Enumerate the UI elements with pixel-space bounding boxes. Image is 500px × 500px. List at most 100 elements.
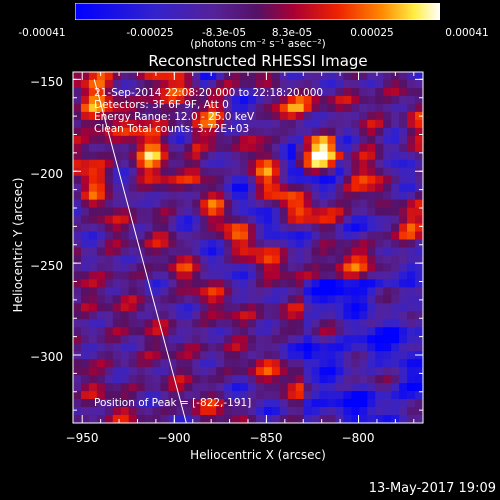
heatmap-cell (367, 343, 376, 352)
heatmap-cell (136, 87, 145, 97)
heatmap-cell (73, 175, 82, 185)
heatmap-cell (152, 167, 161, 177)
heatmap-cell (415, 359, 424, 368)
heatmap-cell (216, 151, 225, 161)
heatmap-cell (287, 383, 297, 392)
heatmap-cell (216, 255, 225, 264)
heatmap-cell (327, 215, 336, 224)
heatmap-cell (287, 127, 297, 137)
heatmap-cell (73, 287, 82, 296)
heatmap-cell (248, 119, 257, 129)
heatmap-cell (136, 407, 145, 416)
heatmap-cell (335, 87, 344, 97)
heatmap-cell (359, 151, 368, 161)
heatmap-cell (184, 199, 193, 209)
heatmap-cell (80, 367, 90, 376)
heatmap-cell (136, 79, 145, 89)
heatmap-cell (208, 231, 217, 240)
heatmap-cell (359, 183, 368, 193)
heatmap-cell (335, 263, 344, 272)
heatmap-cell (160, 319, 169, 328)
heatmap-cell (160, 263, 169, 272)
heatmap-cell (263, 335, 273, 344)
heatmap-cell (168, 247, 177, 256)
heatmap-cell (335, 343, 344, 352)
heatmap-cell (327, 279, 336, 288)
heatmap-cell (208, 279, 217, 288)
heatmap-cell (200, 335, 209, 344)
heatmap-cell (287, 271, 297, 280)
heatmap-cell (367, 359, 376, 368)
heatmap-cell (88, 72, 98, 81)
heatmap-cell (144, 335, 153, 344)
heatmap-cell (335, 135, 344, 145)
heatmap-cell (176, 183, 185, 193)
heatmap-cell (240, 79, 249, 89)
heatmap-cell (271, 311, 281, 320)
heatmap-cell (176, 255, 185, 264)
heatmap-cell (263, 207, 273, 216)
heatmap-cell (184, 87, 193, 97)
heatmap-cell (176, 215, 185, 224)
heatmap-cell (104, 327, 114, 336)
heatmap-cell (112, 151, 122, 161)
heatmap-cell (359, 271, 368, 280)
heatmap-cell (303, 335, 313, 344)
heatmap-cell (88, 287, 98, 296)
heatmap-cell (287, 351, 297, 360)
heatmap-cell (319, 335, 328, 344)
heatmap-cell (343, 72, 352, 81)
heatmap-cell (287, 239, 297, 248)
heatmap-cell (208, 79, 217, 89)
heatmap-cell (327, 335, 336, 344)
heatmap-cell (335, 79, 344, 89)
heatmap-cell (271, 215, 281, 224)
heatmap-cell (88, 79, 98, 89)
x-tick-label: −800 (341, 431, 375, 445)
heatmap-cell (343, 167, 352, 177)
heatmap-cell (311, 287, 320, 296)
heatmap-cell (160, 79, 169, 89)
heatmap-cell (168, 95, 177, 105)
heatmap-cell (303, 407, 313, 416)
heatmap-cell (351, 247, 360, 256)
heatmap-cell (343, 143, 352, 153)
heatmap-cell (271, 343, 281, 352)
heatmap-cell (152, 207, 161, 216)
heatmap-cell (192, 327, 201, 336)
heatmap-cell (351, 95, 360, 105)
heatmap-cell (295, 359, 305, 368)
heatmap-cell (200, 167, 209, 177)
heatmap-cell (168, 151, 177, 161)
heatmap-cell (73, 207, 82, 216)
heatmap-cell (327, 287, 336, 296)
heatmap-cell (303, 359, 313, 368)
heatmap-cell (311, 335, 320, 344)
heatmap-cell (383, 239, 392, 248)
heatmap-cell (399, 231, 408, 240)
heatmap-cell (192, 239, 201, 248)
heatmap-cell (383, 103, 392, 113)
heatmap-cell (224, 319, 233, 328)
heatmap-cell (88, 231, 98, 240)
heatmap-cell (248, 351, 257, 360)
heatmap-cell (359, 351, 368, 360)
heatmap-cell (232, 167, 241, 177)
heatmap-cell (96, 207, 106, 216)
info-detectors: Detectors: 3F 6F 9F, Att 0 (94, 99, 229, 111)
heatmap-cell (407, 391, 416, 400)
heatmap-cell (335, 303, 344, 312)
heatmap-cell (327, 175, 336, 185)
heatmap-cell (104, 391, 114, 400)
heatmap-cell (176, 87, 185, 97)
heatmap-cell (327, 415, 336, 424)
heatmap-cell (192, 223, 201, 232)
heatmap-cell (184, 335, 193, 344)
heatmap-cell (295, 111, 305, 121)
heatmap-cell (327, 375, 336, 384)
heatmap-cell (399, 319, 408, 328)
heatmap-cell (391, 167, 400, 177)
colorbar-gradient (75, 3, 440, 20)
heatmap-cell (367, 191, 376, 201)
heatmap-cell (160, 151, 169, 161)
